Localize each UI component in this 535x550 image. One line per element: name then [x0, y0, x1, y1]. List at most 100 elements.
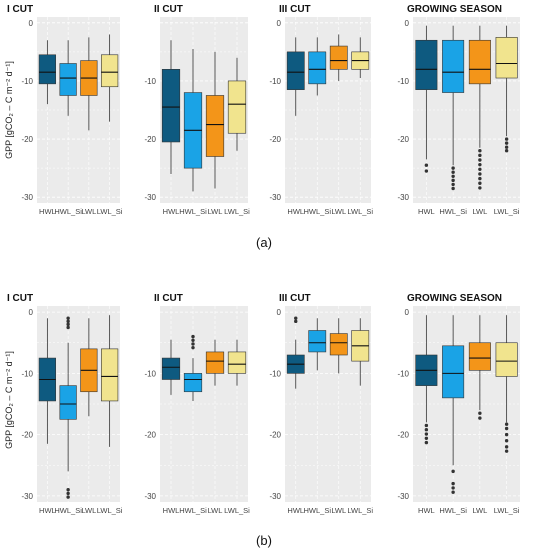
- outlier-point: [424, 428, 429, 432]
- y-tick-label: -10: [144, 77, 156, 86]
- x-tick-label: HWL_Si: [54, 506, 82, 515]
- y-tick-label: -30: [269, 492, 281, 501]
- y-axis-label-b: GPP [gCO₂ – C m⁻² d⁻¹]: [4, 351, 14, 449]
- x-tick-label: LWL_Si: [97, 207, 123, 216]
- panel-title: II CUT: [154, 4, 183, 15]
- outlier-point: [478, 181, 482, 185]
- x-tick-label: HWL_Si: [54, 207, 82, 216]
- y-tick-label: -30: [397, 492, 409, 501]
- box-hwl-si: [183, 373, 203, 393]
- x-tick-label: LWL_Si: [494, 207, 520, 216]
- box-hwl-si: [59, 385, 77, 420]
- outlier-point: [451, 481, 455, 486]
- box-hwl-si: [308, 51, 327, 85]
- outlier-point: [478, 172, 482, 176]
- panel-b-2: II CUT -10 -20 -30 HWL HWL_Si LWL LWL_Si: [144, 293, 250, 515]
- panel-title: II CUT: [154, 293, 183, 304]
- outlier-point: [451, 182, 455, 187]
- outlier-point: [451, 178, 455, 183]
- outlier-point: [66, 322, 70, 327]
- x-tick-label: LWL_Si: [347, 207, 373, 216]
- box-lwl: [205, 95, 225, 157]
- x-tick-label: LWL: [81, 207, 96, 216]
- outlier-point: [478, 186, 482, 190]
- y-tick-label: 0: [405, 19, 410, 28]
- y-tick-label: -30: [269, 193, 281, 202]
- outlier-point: [451, 186, 455, 191]
- outlier-point: [451, 469, 455, 474]
- box-hwl-si: [59, 63, 77, 96]
- x-tick-label: LWL_Si: [347, 506, 373, 515]
- x-tick-label: LWL: [331, 207, 346, 216]
- box-hwl: [38, 54, 56, 85]
- x-tick-label: HWL_Si: [303, 506, 331, 515]
- y-tick-label: 0: [277, 19, 282, 28]
- x-tick-label: HWL: [163, 506, 180, 515]
- panel-a-2: II CUT -10 -20 -30 HWL HWL_Si LWL LWL_Si: [144, 4, 250, 216]
- panel-title: III CUT: [279, 4, 311, 15]
- outlier-point: [451, 170, 455, 174]
- x-tick-label: LWL_Si: [224, 506, 250, 515]
- box-hwl: [161, 357, 181, 380]
- y-tick-label: -10: [21, 369, 33, 378]
- outlier-point: [504, 432, 509, 437]
- outlier-point: [451, 486, 455, 490]
- y-tick-label: -20: [397, 431, 409, 440]
- outlier-point: [478, 153, 482, 158]
- caption-b: (b): [256, 533, 272, 548]
- y-tick-label: -10: [397, 77, 409, 86]
- panel-a-4: GROWING SEASON 0 -10 -20 -30 HWL HWL_Si LWL LWL_…: [397, 4, 520, 216]
- y-tick-label: -30: [21, 492, 33, 501]
- y-tick-label: -20: [144, 431, 156, 440]
- y-tick-label: -20: [397, 135, 409, 144]
- outlier-point: [451, 166, 455, 170]
- x-tick-label: HWL_Si: [439, 207, 467, 216]
- outlier-point: [478, 162, 482, 167]
- panel-b-3: III CUT 0 -10 -20 -30 HWL HWL_Si LWL LWL_Si: [269, 293, 373, 515]
- y-tick-label: -30: [397, 193, 409, 202]
- outlier-point: [504, 141, 509, 145]
- y-tick-label: 0: [405, 308, 410, 317]
- x-tick-label: HWL: [163, 207, 180, 216]
- outlier-point: [424, 169, 429, 173]
- y-tick-label: -20: [21, 431, 33, 440]
- outlier-point: [504, 426, 509, 431]
- box-hwl: [415, 39, 438, 90]
- panel-background: [285, 17, 371, 203]
- box-hwl-si: [442, 39, 465, 93]
- outlier-point: [478, 416, 482, 420]
- outlier-point: [191, 342, 195, 346]
- outlier-point: [504, 449, 509, 453]
- outlier-point: [191, 334, 195, 339]
- box-hwl: [286, 51, 305, 90]
- y-tick-label: -30: [144, 492, 156, 501]
- box-lwl-si: [101, 348, 119, 402]
- outlier-point: [191, 338, 195, 342]
- box-lwl: [329, 333, 348, 356]
- x-tick-label: HWL: [287, 207, 304, 216]
- box-lwl: [468, 39, 491, 85]
- box-lwl-si: [101, 54, 119, 88]
- outlier-point: [424, 423, 429, 428]
- panel-title: I CUT: [7, 293, 33, 304]
- x-tick-label: HWL: [418, 207, 435, 216]
- outlier-point: [478, 176, 482, 181]
- panel-title: GROWING SEASON: [407, 293, 502, 304]
- outlier-point: [478, 167, 482, 171]
- x-tick-label: LWL: [81, 506, 96, 515]
- x-tick-label: HWL_Si: [179, 207, 207, 216]
- outlier-point: [66, 316, 70, 320]
- outlier-point: [504, 439, 509, 443]
- y-tick-label: -30: [21, 193, 33, 202]
- outlier-point: [478, 158, 482, 162]
- box-hwl-si: [442, 345, 465, 399]
- y-axis-label-a: GPP [gCO₂ – C m⁻² d⁻¹]: [4, 61, 14, 159]
- outlier-point: [424, 163, 429, 167]
- y-tick-label: -20: [269, 431, 281, 440]
- outlier-point: [504, 137, 509, 141]
- x-tick-label: LWL: [331, 506, 346, 515]
- x-tick-label: HWL_Si: [179, 506, 207, 515]
- x-tick-label: LWL: [472, 506, 487, 515]
